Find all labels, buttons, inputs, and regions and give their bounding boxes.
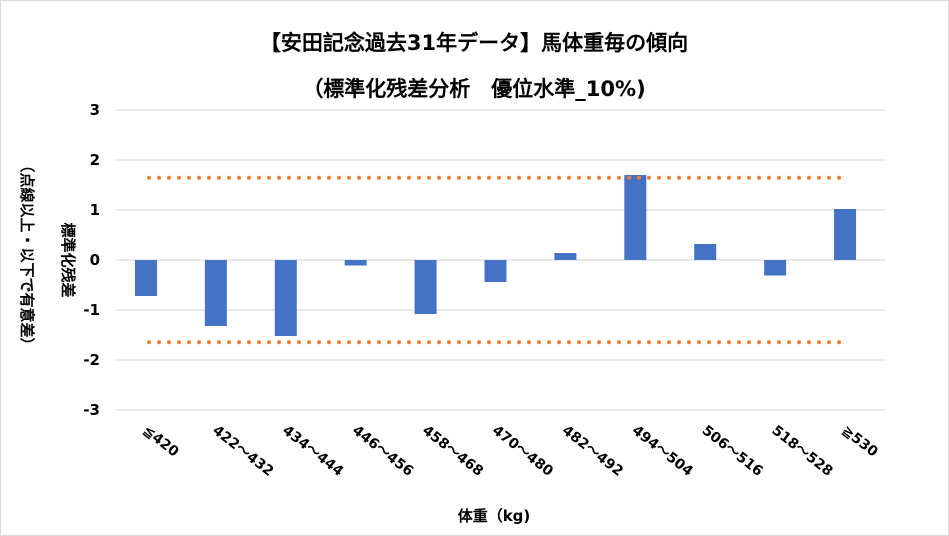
bar: [134, 260, 157, 296]
y-tick-label: -3: [83, 401, 100, 419]
y-tick-label: -1: [83, 301, 100, 319]
bar: [344, 260, 367, 266]
x-tick-label: 506～516: [699, 423, 766, 480]
chart-subtitle: （標準化残差分析 優位水準_10%): [302, 77, 645, 101]
bar: [694, 244, 717, 260]
x-tick-label: 446～456: [349, 423, 416, 480]
bar: [204, 260, 227, 326]
x-tick-label: 494～504: [629, 423, 696, 480]
bar: [414, 260, 437, 314]
y-axis-note: （点線以上・以下で有意差）: [18, 157, 36, 352]
x-tick-label: 422～432: [209, 423, 276, 480]
bar: [274, 260, 297, 336]
x-tick-label: ≦420: [139, 423, 181, 461]
y-tick-label: 1: [90, 201, 100, 219]
y-axis-label: 標準化残差: [59, 222, 77, 297]
chart-title: 【安田記念過去31年データ】馬体重毎の傾向: [260, 31, 688, 55]
x-tick-label: 458～468: [419, 423, 486, 480]
x-tick-label: 470～480: [489, 423, 556, 480]
bar: [484, 260, 507, 282]
bar: [554, 253, 577, 260]
x-tick-label: 518～528: [769, 423, 836, 480]
y-tick-label: 3: [90, 101, 100, 119]
x-tick-label: ≧530: [839, 423, 881, 461]
x-axis-label: 体重（kg): [458, 507, 531, 525]
x-tick-label: 434～444: [279, 423, 346, 480]
y-tick-label: 0: [90, 251, 100, 269]
bar: [834, 209, 857, 260]
bar: [624, 175, 647, 260]
x-tick-label: 482～492: [559, 423, 626, 480]
y-tick-label: -2: [83, 351, 100, 369]
y-tick-label: 2: [90, 151, 100, 169]
bar: [764, 260, 787, 276]
